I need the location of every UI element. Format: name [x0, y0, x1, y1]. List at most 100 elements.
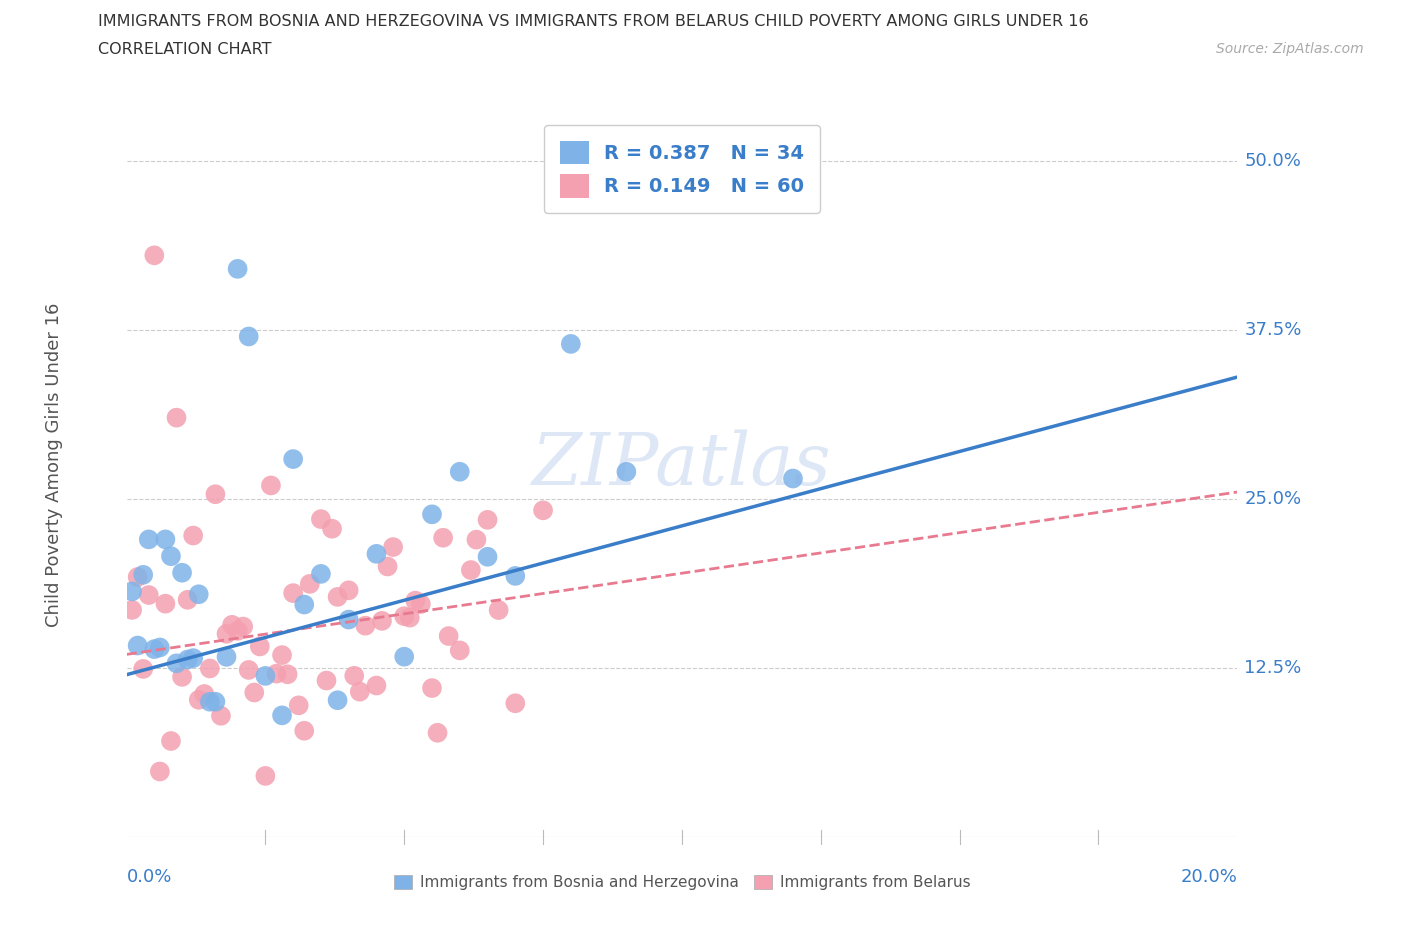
Point: [215, 626, 238, 641]
Point: [198, 695, 221, 710]
Point: [155, 532, 177, 547]
Point: [226, 623, 249, 638]
Legend: Immigrants from Bosnia and Herzegovina, Immigrants from Belarus: Immigrants from Bosnia and Herzegovina, …: [388, 869, 976, 897]
Point: [160, 734, 183, 749]
Point: [232, 619, 254, 634]
Point: [204, 486, 226, 501]
Point: [132, 661, 155, 676]
Text: 50.0%: 50.0%: [1244, 152, 1301, 169]
Point: [503, 568, 526, 583]
Point: [377, 559, 399, 574]
Point: [238, 662, 260, 677]
Point: [394, 649, 416, 664]
Point: [143, 642, 166, 657]
Point: [149, 764, 172, 779]
Point: [614, 464, 637, 479]
Point: [420, 507, 443, 522]
Point: [432, 530, 454, 545]
Point: [560, 337, 582, 352]
Point: [160, 549, 183, 564]
Point: [398, 610, 420, 625]
Point: [204, 695, 226, 710]
Point: [477, 512, 499, 527]
Point: [337, 583, 360, 598]
Point: [394, 609, 416, 624]
Point: [138, 588, 160, 603]
Point: [187, 692, 209, 707]
Point: [138, 532, 160, 547]
Point: [298, 577, 321, 591]
Point: [321, 522, 343, 537]
Point: [477, 550, 499, 565]
Point: [343, 669, 366, 684]
Point: [326, 693, 349, 708]
Point: [437, 629, 460, 644]
Text: Child Poverty Among Girls Under 16: Child Poverty Among Girls Under 16: [45, 303, 63, 627]
Text: IMMIGRANTS FROM BOSNIA AND HERZEGOVINA VS IMMIGRANTS FROM BELARUS CHILD POVERTY : IMMIGRANTS FROM BOSNIA AND HERZEGOVINA V…: [98, 14, 1090, 29]
Point: [172, 670, 194, 684]
Point: [371, 614, 394, 629]
Point: [127, 569, 149, 584]
Point: [366, 678, 388, 693]
Point: [426, 725, 449, 740]
Point: [309, 566, 332, 581]
Point: [149, 640, 172, 655]
Point: [260, 478, 283, 493]
Point: [449, 464, 471, 479]
Point: [155, 596, 177, 611]
Point: [215, 649, 238, 664]
Point: [187, 587, 209, 602]
Point: [503, 696, 526, 711]
Point: [292, 724, 315, 738]
Text: ZIPatlas: ZIPatlas: [531, 430, 832, 500]
Point: [465, 532, 488, 547]
Point: [176, 652, 198, 667]
Point: [172, 565, 194, 580]
Point: [176, 592, 198, 607]
Point: [277, 667, 299, 682]
Point: [209, 709, 232, 724]
Point: [132, 567, 155, 582]
Text: 12.5%: 12.5%: [1244, 659, 1302, 677]
Text: 25.0%: 25.0%: [1244, 490, 1302, 508]
Point: [143, 248, 166, 263]
Point: [249, 639, 271, 654]
Point: [409, 596, 432, 611]
Point: [449, 643, 471, 658]
Point: [166, 410, 188, 425]
Point: [121, 584, 143, 599]
Point: [238, 329, 260, 344]
Point: [243, 685, 266, 700]
Point: [181, 528, 204, 543]
Point: [349, 684, 371, 699]
Point: [460, 563, 482, 578]
Point: [181, 651, 204, 666]
Point: [221, 618, 243, 632]
Point: [420, 681, 443, 696]
Point: [226, 261, 249, 276]
Point: [198, 661, 221, 676]
Point: [166, 656, 188, 671]
Text: 20.0%: 20.0%: [1181, 868, 1237, 885]
Point: [366, 547, 388, 562]
Point: [782, 472, 804, 486]
Point: [281, 586, 304, 601]
Point: [287, 698, 309, 712]
Point: [382, 539, 405, 554]
Point: [254, 768, 277, 783]
Point: [531, 503, 554, 518]
Point: [309, 512, 332, 526]
Point: [404, 593, 426, 608]
Text: Source: ZipAtlas.com: Source: ZipAtlas.com: [1216, 42, 1364, 56]
Point: [488, 603, 510, 618]
Text: CORRELATION CHART: CORRELATION CHART: [98, 42, 271, 57]
Point: [315, 673, 337, 688]
Point: [337, 612, 360, 627]
Point: [271, 708, 294, 723]
Point: [326, 590, 349, 604]
Point: [127, 638, 149, 653]
Point: [254, 669, 277, 684]
Point: [281, 452, 304, 467]
Point: [271, 647, 294, 662]
Point: [292, 597, 315, 612]
